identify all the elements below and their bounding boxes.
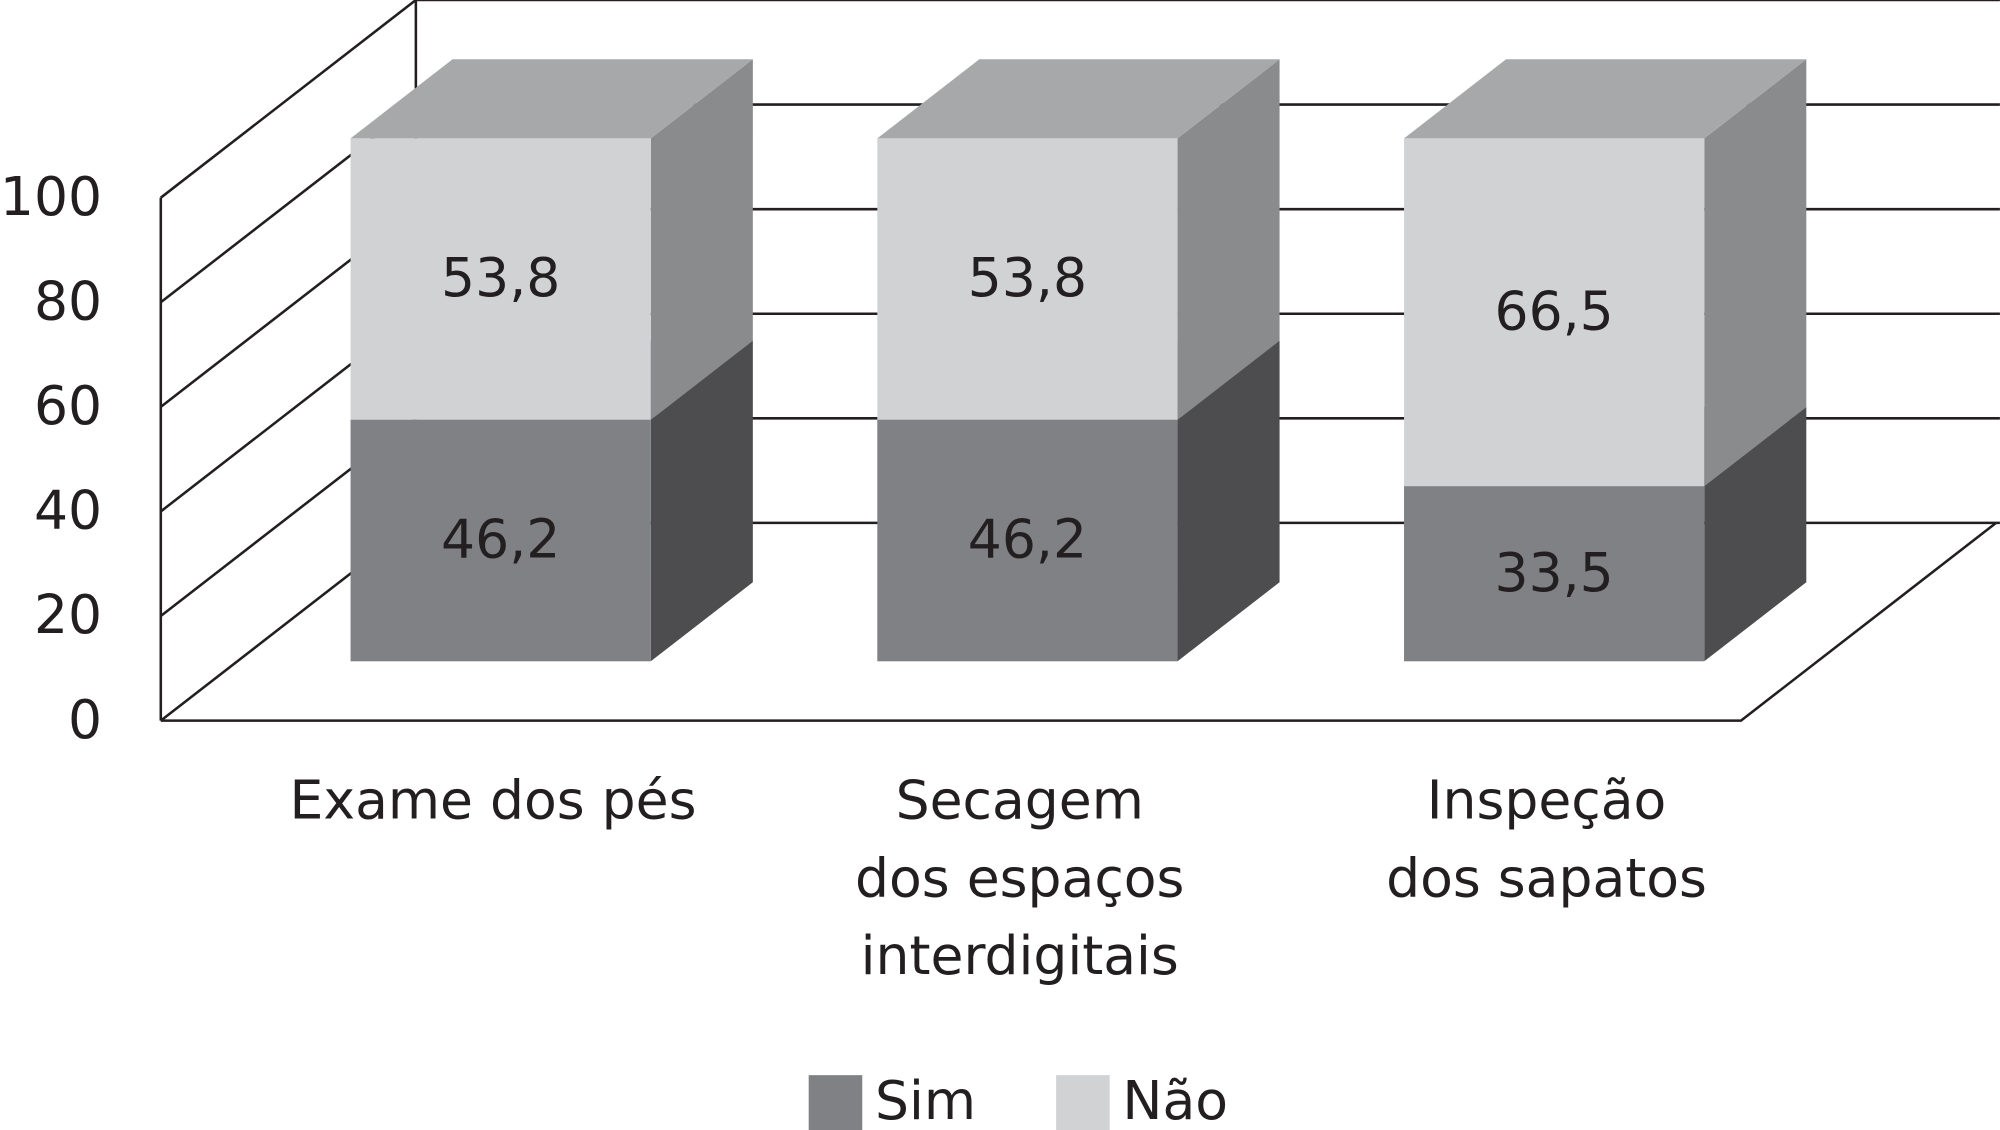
value-label: 46,2 — [441, 508, 560, 571]
legend-label: Sim — [875, 1069, 976, 1130]
bar-side — [1704, 407, 1807, 662]
value-label: 53,8 — [441, 246, 560, 309]
legend-swatch — [1056, 1075, 1110, 1130]
y-tick-label: 20 — [34, 583, 102, 646]
bar-side — [650, 340, 753, 662]
y-tick-label: 100 — [0, 165, 102, 228]
value-label: 33,5 — [1495, 541, 1614, 604]
y-tick-label: 40 — [34, 479, 102, 542]
value-label: 66,5 — [1495, 279, 1614, 342]
y-tick-label: 80 — [34, 269, 102, 332]
x-tick-label: Secagem dos espaços interdigitais — [855, 768, 1184, 987]
value-label: 46,2 — [968, 508, 1087, 571]
bar — [877, 419, 1178, 662]
bar — [350, 138, 651, 420]
bar-segment: 66,5 — [1404, 59, 1807, 487]
bar — [350, 419, 651, 662]
bar — [1404, 138, 1705, 487]
x-tick-label: Inspeção dos sapatos — [1386, 768, 1707, 909]
bar — [1404, 486, 1705, 662]
bar-side — [1177, 340, 1280, 662]
legend-label: Não — [1122, 1069, 1228, 1130]
bar-top — [1404, 59, 1807, 139]
x-tick-label: Exame dos pés — [290, 768, 697, 831]
bar-top — [877, 59, 1280, 139]
bar — [877, 138, 1178, 420]
bar-segment: 53,8 — [877, 59, 1280, 420]
legend-swatch — [808, 1075, 863, 1130]
floor-edge — [160, 521, 1997, 722]
y-tick-label: 0 — [68, 688, 102, 751]
bar-segment: 53,8 — [350, 59, 753, 420]
bar-side — [1704, 59, 1807, 487]
value-label: 53,8 — [968, 246, 1087, 309]
bar-side — [650, 59, 753, 420]
bar-top — [350, 59, 753, 139]
y-tick-label: 60 — [34, 374, 102, 437]
grid-line-side — [160, 0, 417, 199]
bar-side — [1177, 59, 1280, 420]
